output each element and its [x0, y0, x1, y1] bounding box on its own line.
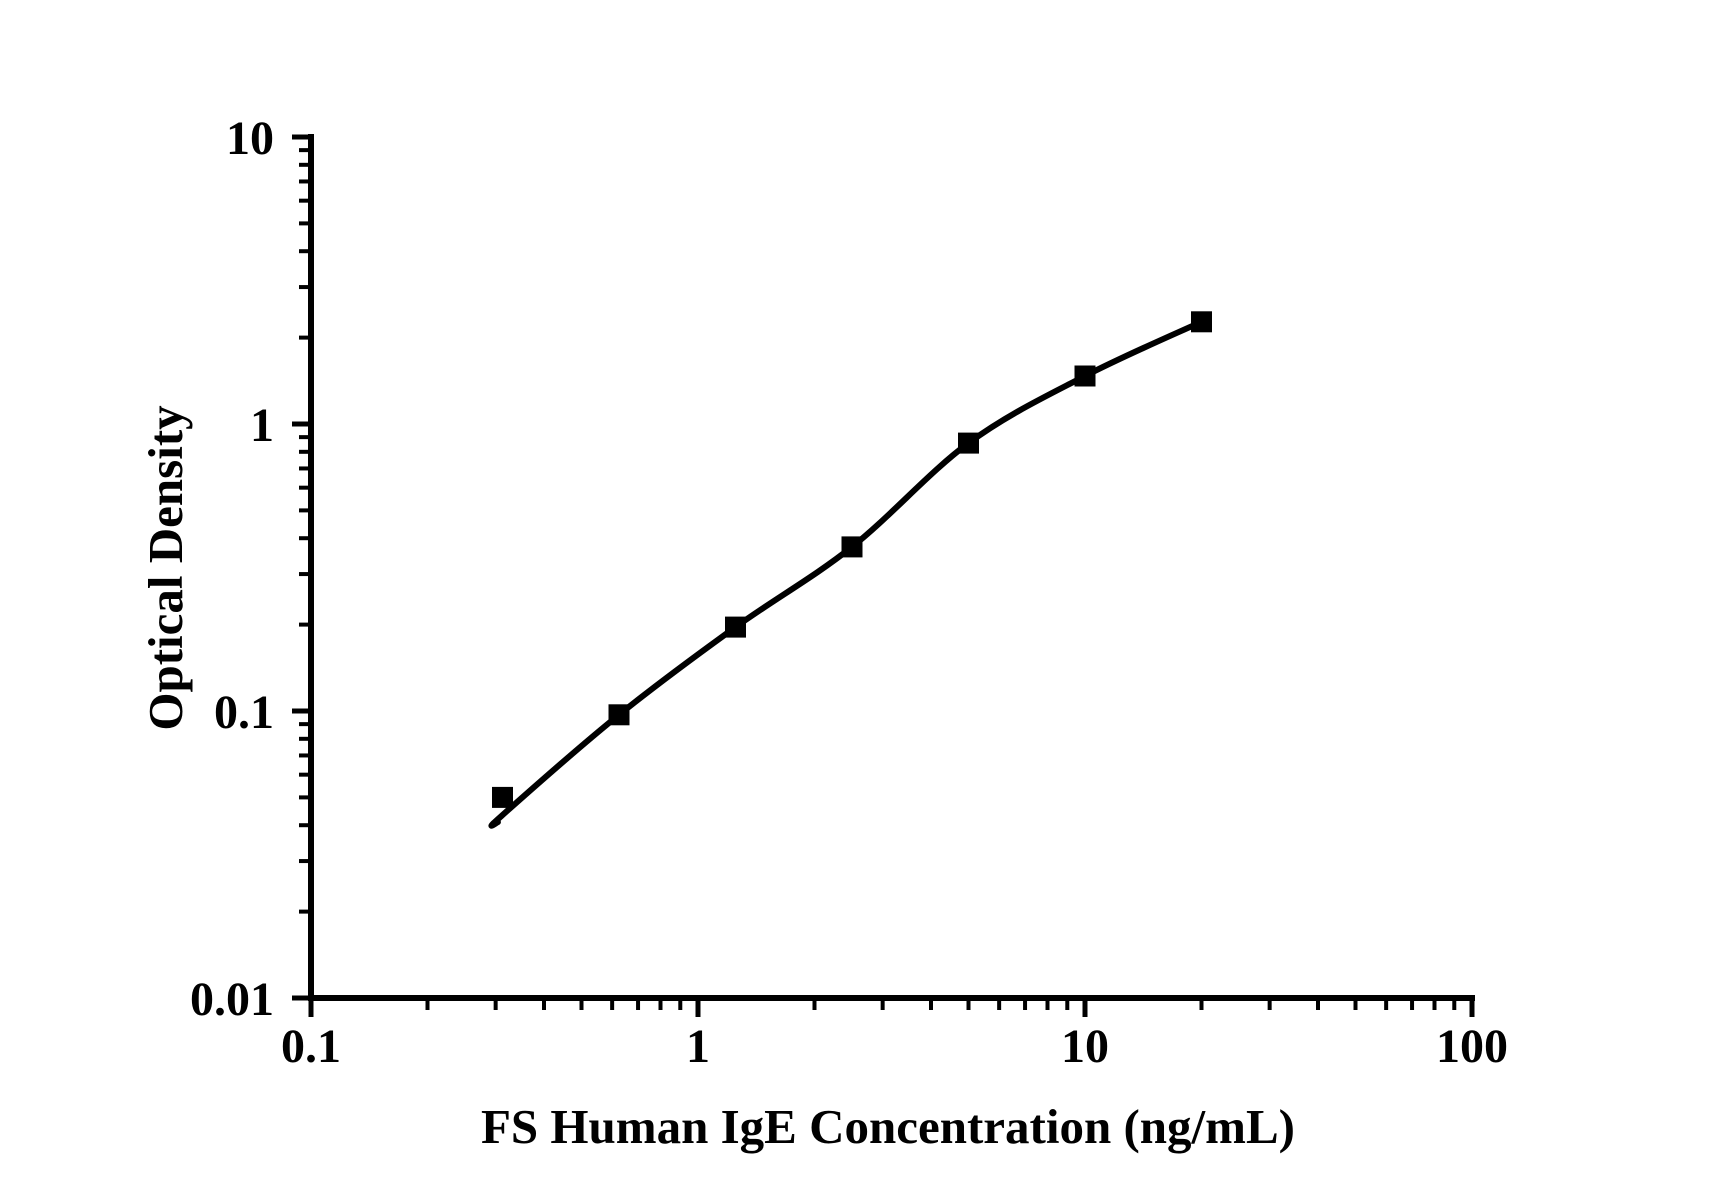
y-axis-title: Optical Density — [138, 405, 193, 731]
data-point-marker — [492, 786, 513, 808]
data-point-marker — [841, 536, 863, 558]
plot-layer — [488, 311, 1212, 829]
axes-layer — [308, 134, 1475, 1001]
y-tick-label: 0.01 — [190, 973, 274, 1026]
x-tick-label: 1 — [686, 1020, 710, 1073]
x-tick-label: 100 — [1436, 1020, 1508, 1073]
y-tick-label: 0.1 — [214, 686, 274, 739]
x-axis-title: FS Human IgE Concentration (ng/mL) — [481, 1099, 1295, 1154]
x-tick-label: 10 — [1061, 1020, 1109, 1073]
ticks-layer — [292, 134, 1475, 1017]
y-tick-label: 1 — [250, 399, 274, 452]
data-point-marker — [608, 704, 630, 726]
data-point-marker — [958, 432, 979, 454]
y-tick-label: 10 — [226, 112, 274, 165]
data-point-marker — [1191, 311, 1212, 333]
data-point-marker — [725, 616, 746, 638]
fit-curve — [488, 318, 1205, 829]
data-point-marker — [1074, 365, 1096, 387]
x-tick-label: 0.1 — [281, 1020, 341, 1073]
